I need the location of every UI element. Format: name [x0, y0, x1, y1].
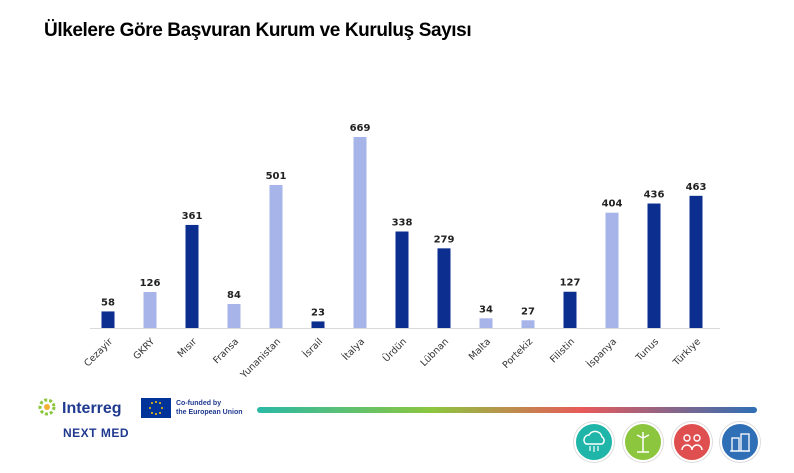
category-label-12: İspanya	[585, 336, 619, 370]
interreg-logo-icon	[38, 398, 56, 416]
category-label-1: GKRY	[131, 336, 157, 362]
category-label-11: Filistin	[548, 336, 577, 365]
data-label-10: 27	[521, 306, 535, 317]
eu-text-line1: Co-funded by	[176, 400, 222, 407]
bar-11	[563, 291, 577, 328]
data-label-14: 463	[686, 182, 707, 193]
data-label-4: 501	[266, 171, 287, 182]
category-label-2: Mısır	[176, 336, 200, 360]
data-label-7: 338	[392, 218, 413, 229]
chart-title: Ülkelere Göre Başvuran Kurum ve Kuruluş …	[44, 20, 472, 41]
bar-6	[353, 137, 367, 328]
bar-4	[269, 184, 283, 328]
data-label-8: 279	[434, 234, 455, 245]
category-label-6: İtalya	[341, 336, 367, 362]
eu-flag-icon	[141, 398, 171, 418]
eu-text-line2: the European Union	[176, 409, 243, 416]
data-label-0: 58	[101, 297, 115, 308]
data-label-2: 361	[182, 211, 203, 222]
program-name: NEXT MED	[63, 426, 130, 440]
bar-0	[101, 311, 115, 328]
bar-3	[227, 304, 241, 328]
data-label-1: 126	[140, 278, 161, 289]
bar-10	[521, 320, 535, 328]
bar-13	[647, 203, 661, 328]
city-buildings-icon	[720, 422, 760, 462]
bar-12	[605, 212, 619, 328]
data-label-9: 34	[479, 304, 493, 315]
data-label-6: 669	[350, 123, 371, 134]
bar-1	[143, 292, 157, 328]
bar-8	[437, 248, 451, 328]
category-label-14: Türkiye	[671, 336, 704, 369]
bar-chart: 58 Cezayir 126 GKRY 361 Mısır 84 Fransa 501 Yunan…	[82, 123, 720, 381]
category-label-9: Malta	[467, 336, 493, 362]
data-label-3: 84	[227, 290, 241, 301]
bar-7	[395, 231, 409, 328]
category-label-4: Yunanistan	[238, 336, 283, 381]
category-label-3: Fransa	[211, 336, 241, 366]
bar-9	[479, 318, 493, 328]
category-label-13: Tunus	[633, 336, 661, 364]
category-label-8: Lübnan	[419, 336, 452, 369]
bar-14	[689, 195, 703, 328]
eu-cofunded-text: Co-funded by the European Union	[176, 399, 256, 417]
people-group-icon	[672, 422, 712, 462]
category-label-10: Portekiz	[501, 336, 536, 371]
data-label-11: 127	[560, 278, 581, 289]
data-label-13: 436	[644, 190, 665, 201]
wind-energy-icon	[623, 422, 663, 462]
gradient-divider	[257, 407, 757, 413]
bar-2	[185, 224, 199, 328]
data-label-12: 404	[602, 199, 623, 210]
cloud-network-icon	[574, 422, 614, 462]
category-label-0: Cezayir	[82, 336, 115, 369]
interreg-brand: Interreg	[62, 400, 122, 417]
category-label-5: İsrail	[301, 336, 325, 360]
bar-5	[311, 321, 325, 328]
category-label-7: Ürdün	[381, 336, 409, 364]
data-label-5: 23	[311, 307, 325, 318]
